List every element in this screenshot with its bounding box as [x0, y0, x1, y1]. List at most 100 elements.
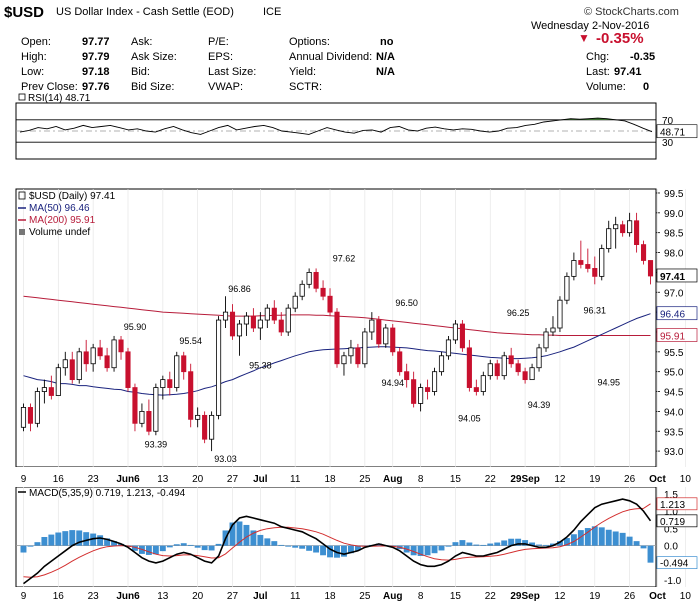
candle-down [146, 410, 152, 432]
macd-histogram-bar [487, 543, 494, 546]
candle-down [202, 414, 208, 440]
price-value-label: 94.94 [381, 378, 404, 388]
candle-down [188, 371, 194, 420]
candle-up [501, 355, 507, 377]
candle-down [271, 307, 277, 321]
macd-histogram-bar [584, 528, 591, 546]
macd-histogram-bar [550, 543, 556, 546]
x-axis-label: 29Sep [510, 474, 539, 485]
macd-histogram-bar [647, 545, 654, 563]
macd-histogram-bar [563, 538, 570, 546]
price-tick-label: 97.0 [664, 288, 684, 299]
rsi-overbought-fill [20, 118, 652, 120]
x-axis-label: 16 [53, 474, 65, 485]
date-text: Wednesday 2-Nov-2016 [531, 20, 650, 32]
candle-down [411, 379, 417, 404]
price-value-label: 96.86 [228, 284, 251, 294]
stat-label: High: [21, 51, 47, 63]
macd-histogram-bar [69, 530, 76, 546]
macd-histogram-bar [278, 544, 285, 546]
rsi-last-label: 48.71 [660, 128, 685, 139]
symbol-title: $USD [4, 4, 45, 21]
candle-down [48, 387, 54, 396]
macd-histogram-bar [320, 545, 327, 556]
candle-up [299, 283, 305, 297]
candle-legend-icon [18, 191, 26, 200]
x-axis-label: Jun6 [116, 474, 140, 485]
candle-down [404, 371, 410, 381]
macd-tick-label: -1.0 [664, 576, 682, 587]
macd-histogram-bar [55, 532, 62, 546]
candle-up [613, 224, 619, 230]
candle-down [473, 387, 479, 392]
macd-histogram-bar [250, 530, 257, 546]
x-axis-label: Jul [253, 591, 268, 602]
candle-down [459, 323, 465, 349]
candle-up [438, 355, 445, 373]
candle-up [543, 331, 549, 349]
macd-histogram-bar [598, 527, 605, 546]
macd-histogram-bar [236, 521, 243, 546]
candle-up [174, 355, 180, 388]
x-axis-strip [0, 587, 700, 603]
x-axis-label: 9 [21, 591, 27, 602]
macd-last-label: 0.719 [660, 517, 685, 528]
candle-down [592, 268, 598, 277]
candle-up [139, 410, 145, 424]
macd-histogram-bar [83, 532, 90, 546]
macd-histogram-bar [445, 545, 452, 547]
macd-histogram-bar [327, 545, 333, 558]
x-axis-label: 25 [359, 474, 371, 485]
stat-label: Last: [586, 66, 610, 78]
candle-up [243, 315, 249, 325]
price-last-label: 96.46 [660, 310, 685, 321]
price-value-label: 94.39 [528, 400, 551, 410]
candle-down [167, 379, 173, 388]
price-tick-label: 98.5 [664, 229, 684, 240]
candle-down [508, 355, 514, 365]
candle-down [181, 355, 187, 373]
macd-histogram-bar [131, 545, 138, 551]
price-value-label: 96.25 [507, 308, 530, 318]
candle-down [466, 347, 472, 388]
macd-histogram-bar [62, 531, 69, 546]
x-axis-label: 10 [680, 474, 692, 485]
panel-border [15, 102, 657, 160]
candle-down [83, 351, 89, 365]
candle-down [278, 319, 284, 333]
price-value-label: 93.39 [145, 440, 168, 450]
macd-histogram-bar [410, 545, 417, 556]
rsi-tick-label: 70 [662, 116, 674, 127]
candle-down [313, 271, 319, 289]
stat-label: EPS: [208, 51, 234, 63]
candle-down [327, 295, 333, 313]
stat-label: Ask: [131, 36, 153, 48]
stat-value: 97.79 [82, 51, 110, 63]
macd-histogram-bar [480, 544, 487, 546]
candle-up [257, 319, 263, 329]
macd-histogram-bar [285, 545, 292, 547]
price-last-box [656, 306, 698, 321]
x-axis-label: 23 [88, 591, 100, 602]
price-value-label: 94.05 [458, 413, 481, 423]
candle-up [418, 387, 424, 404]
price-value-label: 95.54 [179, 336, 202, 346]
macd-histogram-bar [591, 526, 598, 546]
macd-histogram-bar [90, 533, 97, 546]
candle-up [480, 375, 486, 392]
macd-last-box [656, 497, 698, 511]
macd-tick-label: 0.0 [664, 542, 678, 553]
candle-down [229, 311, 236, 337]
candle-down [125, 351, 131, 388]
candle-down [118, 339, 124, 353]
price-legend-item: MA(50) 96.46 [29, 203, 90, 214]
stat-value: 97.76 [82, 81, 110, 93]
candle-up [452, 323, 458, 341]
stat-label: Volume: [586, 81, 626, 93]
macd-histogram-bar [243, 524, 250, 546]
macd-histogram-bar [194, 545, 201, 548]
macd-histogram-bar [626, 536, 633, 546]
stat-label: Ask Size: [131, 51, 177, 63]
macd-histogram-bar [76, 530, 83, 546]
